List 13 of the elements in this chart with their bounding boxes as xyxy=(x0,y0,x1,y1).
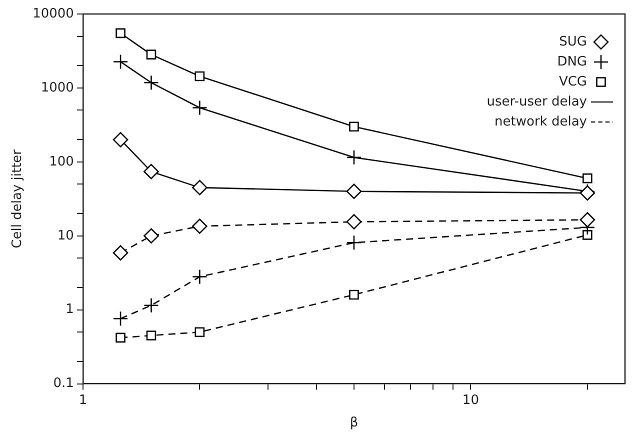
legend-label: SUG xyxy=(559,34,587,50)
y-tick-label: 10 xyxy=(57,228,74,244)
annotation: network delay xyxy=(494,114,588,130)
annotation: user-user delay xyxy=(486,94,588,110)
y-tick-label: 100 xyxy=(49,154,74,170)
y-tick-label: 10000 xyxy=(32,6,74,22)
x-axis-title: β xyxy=(350,416,358,431)
legend-label: VCG xyxy=(558,74,587,90)
y-tick-label: 1 xyxy=(66,302,74,318)
y-tick-label: 1000 xyxy=(40,80,74,96)
y-tick-label: 0.1 xyxy=(53,376,74,392)
y-axis-title: Cell delay jitter xyxy=(10,148,26,248)
legend-label: DNG xyxy=(557,54,587,70)
